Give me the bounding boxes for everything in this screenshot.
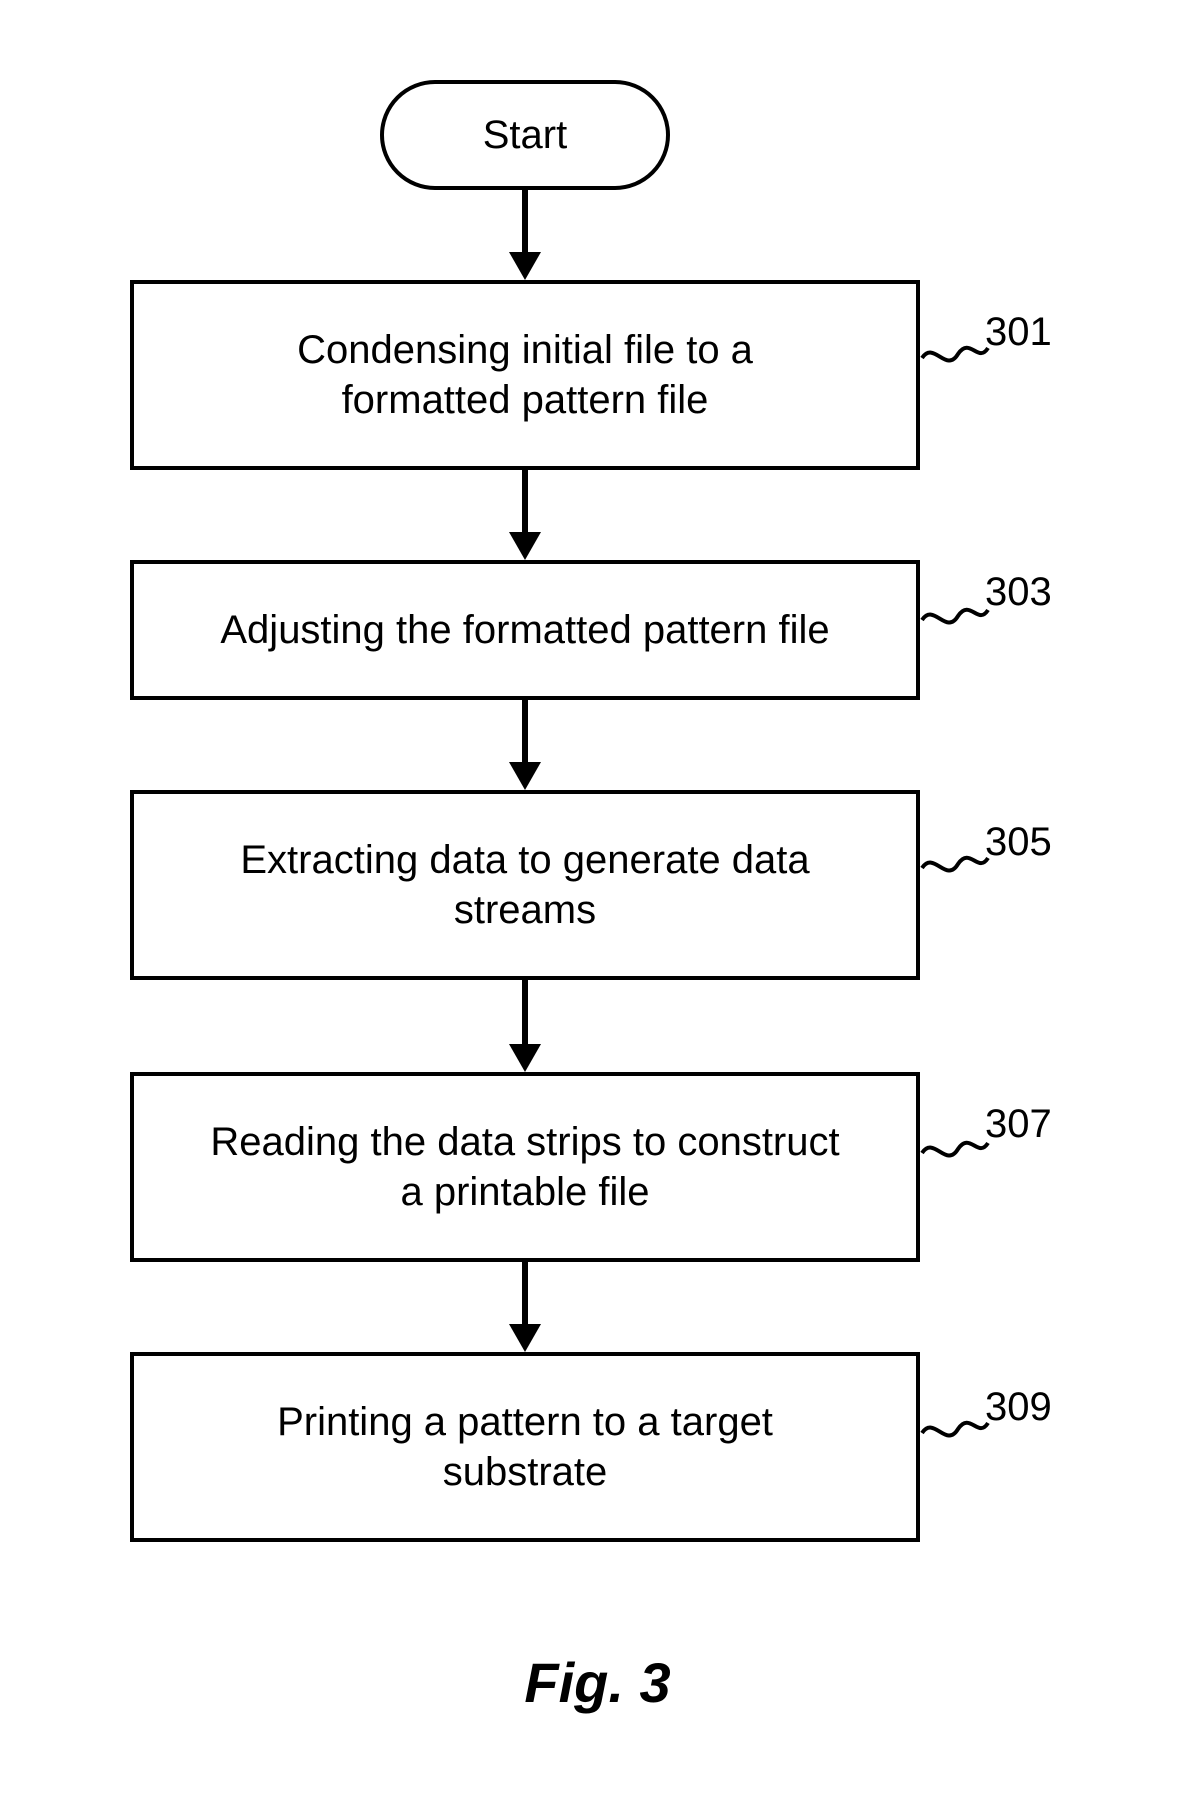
flow-node-label: Extracting data to generate datastreams — [240, 835, 809, 935]
flow-edge — [522, 1262, 528, 1324]
ref-connector — [920, 330, 990, 370]
flow-node-label: Reading the data strips to constructa pr… — [210, 1117, 839, 1217]
arrow-head-icon — [509, 762, 541, 790]
flow-node-step305: Extracting data to generate datastreams — [130, 790, 920, 980]
flow-node-label: Adjusting the formatted pattern file — [220, 605, 829, 655]
arrow-head-icon — [509, 532, 541, 560]
ref-label-303: 303 — [985, 570, 1052, 615]
flow-edge — [522, 470, 528, 532]
flow-node-step309: Printing a pattern to a targetsubstrate — [130, 1352, 920, 1542]
flowchart-canvas: Start Condensing initial file to aformatt… — [0, 0, 1195, 1798]
ref-label-305: 305 — [985, 820, 1052, 865]
flow-node-label: Printing a pattern to a targetsubstrate — [277, 1397, 773, 1497]
ref-connector — [920, 840, 990, 880]
flow-node-step303: Adjusting the formatted pattern file — [130, 560, 920, 700]
arrow-head-icon — [509, 1044, 541, 1072]
ref-connector — [920, 1125, 990, 1165]
flow-node-label: Condensing initial file to aformatted pa… — [297, 325, 753, 425]
flow-edge — [522, 700, 528, 762]
flow-edge — [522, 190, 528, 252]
ref-connector — [920, 592, 990, 632]
flow-node-start: Start — [380, 80, 670, 190]
flow-node-step307: Reading the data strips to constructa pr… — [130, 1072, 920, 1262]
flow-node-step301: Condensing initial file to aformatted pa… — [130, 280, 920, 470]
arrow-head-icon — [509, 252, 541, 280]
flow-edge — [522, 980, 528, 1044]
figure-caption: Fig. 3 — [0, 1650, 1195, 1715]
flow-node-label: Start — [483, 110, 567, 160]
ref-connector — [920, 1405, 990, 1445]
ref-label-301: 301 — [985, 310, 1052, 355]
arrow-head-icon — [509, 1324, 541, 1352]
ref-label-309: 309 — [985, 1385, 1052, 1430]
ref-label-307: 307 — [985, 1102, 1052, 1147]
